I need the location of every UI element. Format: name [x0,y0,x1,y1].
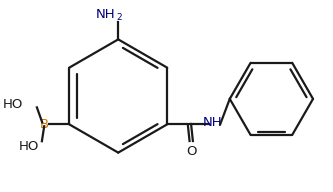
Text: NH: NH [203,116,223,129]
Text: NH: NH [96,8,116,21]
Text: 2: 2 [116,12,122,22]
Text: O: O [186,145,196,158]
Text: HO: HO [3,98,23,111]
Text: B: B [40,118,49,131]
Text: HO: HO [19,140,39,153]
